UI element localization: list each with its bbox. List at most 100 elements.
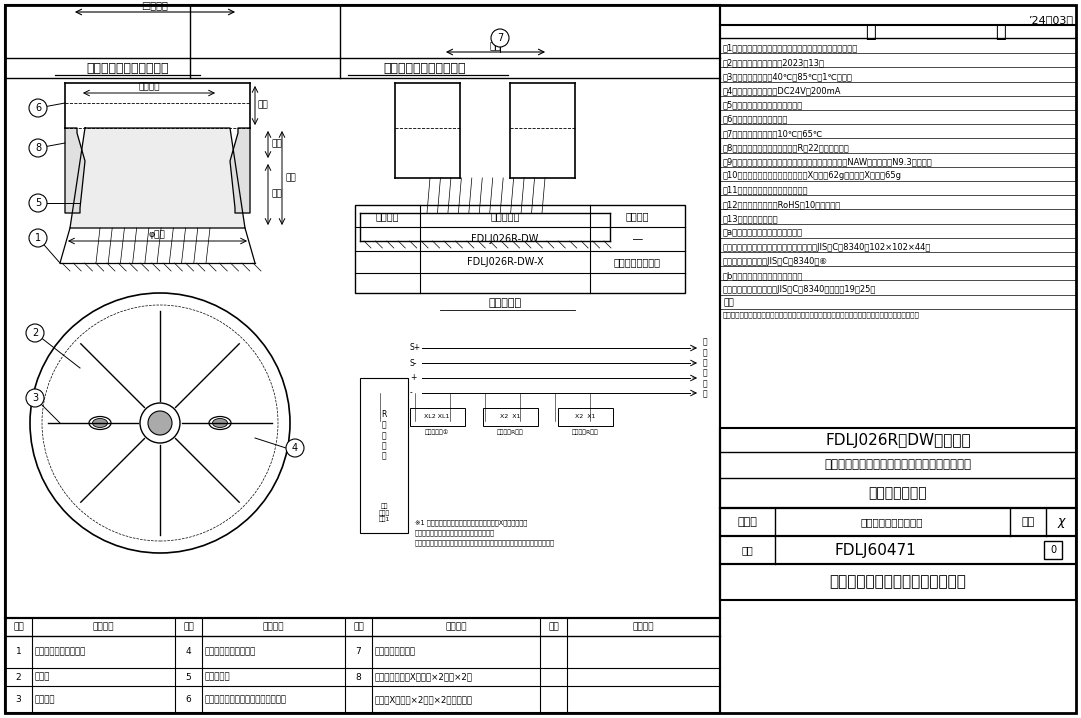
Text: 接　続　図: 接 続 図 — [489, 298, 521, 308]
Text: 2: 2 — [16, 673, 22, 681]
Circle shape — [29, 194, 46, 212]
Text: -: - — [410, 388, 413, 398]
Text: （6）感熱素子：サーミスタ: （6）感熱素子：サーミスタ — [723, 115, 788, 123]
Text: ヘッド型名: ヘッド型名 — [491, 211, 520, 221]
Bar — [5, 618, 720, 713]
Text: ４４: ４４ — [258, 101, 269, 110]
Text: （2）国検型式番号：感第2023～13号: （2）国検型式番号：感第2023～13号 — [723, 58, 825, 67]
Bar — [720, 564, 1076, 600]
Text: 0: 0 — [1050, 545, 1056, 555]
Text: ※1 室外表示灯または住宅報知アダプタ（－X型感知のみ）: ※1 室外表示灯または住宅報知アダプタ（－X型感知のみ） — [415, 520, 528, 526]
Text: （9）主材：「本体」蔗性樹脂（ナチュラルホワイト（NAW）マンセルN9.3近似色）: （9）主材：「本体」蔗性樹脂（ナチュラルホワイト（NAW）マンセルN9.3近似色… — [723, 157, 933, 167]
Text: 名　　称: 名 称 — [445, 623, 467, 632]
Ellipse shape — [93, 419, 107, 427]
Text: 7: 7 — [497, 33, 503, 43]
Text: 能　美　防　災　株　式　会　社: 能 美 防 災 株 式 会 社 — [829, 574, 966, 589]
Circle shape — [26, 324, 44, 342]
Bar — [720, 536, 1076, 564]
Text: 6: 6 — [35, 103, 41, 113]
Text: S+: S+ — [410, 343, 422, 353]
Text: ４０: ４０ — [285, 174, 296, 182]
Text: 図番: 図番 — [742, 545, 752, 555]
Text: 2: 2 — [31, 328, 38, 338]
Text: 露出ボックス使用の場合: 露出ボックス使用の場合 — [384, 62, 466, 75]
Text: □１０２: □１０２ — [142, 0, 169, 10]
Text: （13）適合ボックス：: （13）適合ボックス： — [723, 214, 778, 223]
Text: S-: S- — [410, 358, 417, 368]
Circle shape — [491, 29, 509, 47]
Bar — [360, 378, 408, 533]
Text: 中形四角アウトレットボックス浅形: 中形四角アウトレットボックス浅形 — [205, 695, 286, 704]
Ellipse shape — [89, 416, 111, 429]
Text: 感知器（R型）: 感知器（R型） — [496, 429, 523, 435]
Text: 番号: 番号 — [353, 623, 364, 632]
Text: 発　行: 発 行 — [737, 517, 757, 527]
Text: ―: ― — [632, 234, 642, 244]
Text: （3）公称感知温度：40℃～85℃（1℃刈み）: （3）公称感知温度：40℃～85℃（1℃刈み） — [723, 72, 853, 81]
Text: 確認灯: 確認灯 — [35, 673, 51, 681]
Circle shape — [26, 389, 44, 407]
Polygon shape — [65, 128, 85, 213]
Text: 縮尺: 縮尺 — [1022, 517, 1035, 527]
Text: 第１技術部火報管理課: 第１技術部火報管理課 — [860, 517, 923, 527]
Text: a）埋込ボックスを使用する場合: a）埋込ボックスを使用する場合 — [723, 228, 803, 238]
Text: R
型
受
信
機: R 型 受 信 機 — [382, 410, 387, 461]
Text: 1: 1 — [15, 648, 22, 656]
Text: （10）質量（ベース含む）：　「－X無」約62g　　「－X付」約65g: （10）質量（ベース含む）： 「－X無」約62g 「－X付」約65g — [723, 172, 902, 180]
Bar — [5, 5, 720, 618]
Bar — [355, 205, 685, 293]
Text: +: + — [410, 373, 416, 383]
Circle shape — [141, 403, 181, 443]
Text: 8: 8 — [35, 143, 41, 153]
Text: ７３: ７３ — [489, 40, 501, 50]
Text: 使用機器: 使用機器 — [376, 211, 399, 221]
Text: 室外
表示灯
回路1: 室外 表示灯 回路1 — [378, 504, 389, 522]
Text: 6: 6 — [186, 695, 191, 704]
Text: （7）使用温度範囲：－10℃～65℃: （7）使用温度範囲：－10℃～65℃ — [723, 129, 824, 138]
Text: 1: 1 — [35, 233, 41, 243]
Text: 4: 4 — [186, 648, 191, 656]
Text: （「－X付」赤×2、青×2、白、笠）: （「－X付」赤×2、青×2、白、笠） — [375, 695, 473, 704]
Text: （4）定格電圧、電流：DC24V、200mA: （4）定格電圧、電流：DC24V、200mA — [723, 86, 841, 95]
Text: 仕: 仕 — [865, 23, 876, 41]
Text: 番号: 番号 — [13, 623, 24, 632]
Text: b）露出ボックスを使用する場合: b）露出ボックスを使用する場合 — [723, 271, 803, 280]
Circle shape — [286, 439, 304, 457]
Text: （11）感知器ヘッド型式：左表参照: （11）感知器ヘッド型式：左表参照 — [723, 186, 809, 195]
Text: 種別表示シール　金輪: 種別表示シール 金輪 — [205, 648, 256, 656]
Text: 番号: 番号 — [548, 623, 559, 632]
Text: （5）確認灯：赤色発光ダイオード: （5）確認灯：赤色発光ダイオード — [723, 101, 803, 110]
Text: 3: 3 — [15, 695, 22, 704]
Text: 次
の
感
知
器
へ: 次 の 感 知 器 へ — [703, 337, 708, 398]
Text: FDLJ026R-DW: FDLJ026R-DW — [471, 234, 538, 244]
Circle shape — [29, 99, 46, 117]
Text: ’24．03．: ’24．03． — [1028, 15, 1073, 25]
Text: 名　　称: 名 称 — [632, 623, 654, 632]
Text: χ: χ — [1057, 516, 1065, 528]
Bar — [558, 408, 613, 426]
Ellipse shape — [213, 419, 227, 427]
Circle shape — [148, 411, 172, 435]
Text: リード線（「－X無」赤×2、青×2）: リード線（「－X無」赤×2、青×2） — [375, 673, 473, 681]
Text: １３: １３ — [271, 139, 282, 149]
Text: 7: 7 — [356, 648, 361, 656]
Text: 埋込ボックス使用の場合: 埋込ボックス使用の場合 — [86, 62, 170, 75]
Text: 番号: 番号 — [183, 623, 193, 632]
Circle shape — [30, 293, 290, 553]
Text: （12）環境負荷対応：RoHS（10物質）適合: （12）環境負荷対応：RoHS（10物質）適合 — [723, 200, 841, 209]
Bar — [483, 408, 538, 426]
Text: FDLJ026R-DW-X: FDLJ026R-DW-X — [467, 257, 544, 267]
Text: 名　　称: 名 称 — [263, 623, 284, 632]
Text: X2  X1: X2 X1 — [575, 414, 596, 419]
Bar — [720, 428, 1076, 508]
Bar — [720, 508, 1076, 536]
Text: 室外表示灯①: 室外表示灯① — [425, 429, 450, 435]
Text: 塩代カバー: 塩代カバー — [205, 673, 230, 681]
Text: （8）接続可能受信機・中継器：R－22シリーズ以降: （8）接続可能受信機・中継器：R－22シリーズ以降 — [723, 143, 850, 152]
Text: FDLJ60471: FDLJ60471 — [835, 543, 916, 557]
Text: 3: 3 — [32, 393, 38, 403]
Text: 名　　称: 名 称 — [93, 623, 115, 632]
Text: 5: 5 — [35, 198, 41, 208]
Text: 様: 様 — [995, 23, 1005, 41]
Text: 室外表示灯の接続は極性に注意願います。: 室外表示灯の接続は極性に注意願います。 — [415, 530, 495, 536]
